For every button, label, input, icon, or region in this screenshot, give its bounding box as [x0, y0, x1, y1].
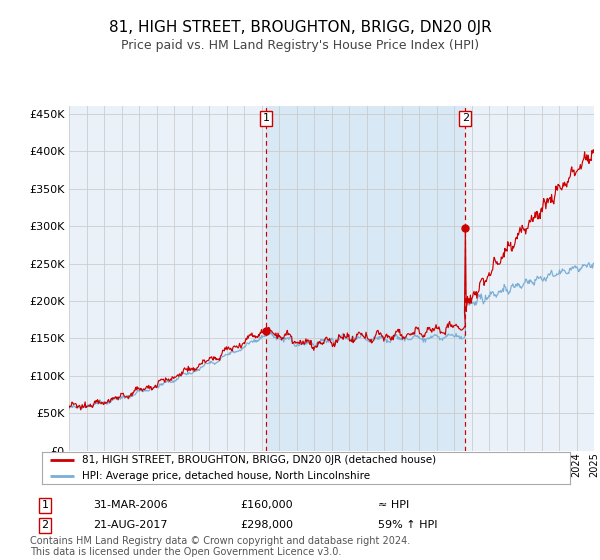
Text: £160,000: £160,000 [240, 500, 293, 510]
Text: 1: 1 [41, 500, 49, 510]
Text: 81, HIGH STREET, BROUGHTON, BRIGG, DN20 0JR: 81, HIGH STREET, BROUGHTON, BRIGG, DN20 … [109, 20, 491, 35]
Bar [266, 106, 466, 451]
Text: HPI: Average price, detached house, North Lincolnshire: HPI: Average price, detached house, Nort… [82, 472, 370, 481]
Text: £298,000: £298,000 [240, 520, 293, 530]
Text: 2: 2 [41, 520, 49, 530]
Text: 1: 1 [262, 114, 269, 123]
Text: Contains HM Land Registry data © Crown copyright and database right 2024.
This d: Contains HM Land Registry data © Crown c… [30, 535, 410, 557]
Text: 31-MAR-2006: 31-MAR-2006 [93, 500, 167, 510]
Text: ≈ HPI: ≈ HPI [378, 500, 409, 510]
Text: 21-AUG-2017: 21-AUG-2017 [93, 520, 167, 530]
Text: 81, HIGH STREET, BROUGHTON, BRIGG, DN20 0JR (detached house): 81, HIGH STREET, BROUGHTON, BRIGG, DN20 … [82, 455, 436, 465]
Text: 59% ↑ HPI: 59% ↑ HPI [378, 520, 437, 530]
Text: 2: 2 [462, 114, 469, 123]
Text: Price paid vs. HM Land Registry's House Price Index (HPI): Price paid vs. HM Land Registry's House … [121, 39, 479, 52]
